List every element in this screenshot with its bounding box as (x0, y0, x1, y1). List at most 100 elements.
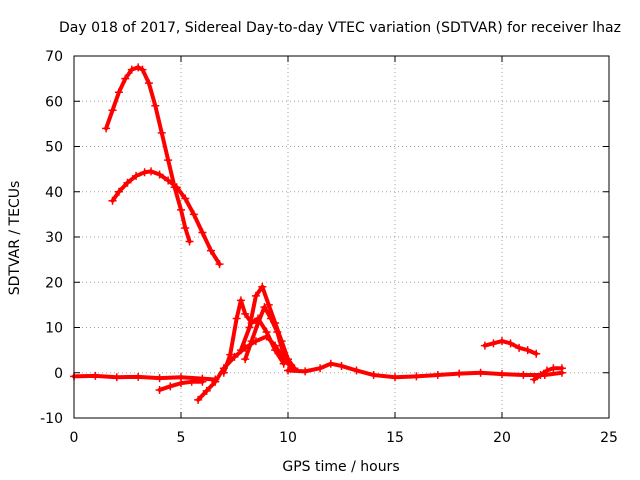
data-point (266, 314, 275, 323)
data-point (515, 343, 524, 352)
data-point (506, 339, 515, 348)
data-point (151, 101, 160, 110)
data-point (187, 377, 196, 386)
x-tick-label: 25 (600, 430, 618, 446)
data-point (337, 361, 346, 370)
data-point (536, 371, 545, 380)
data-point (232, 314, 241, 323)
x-axis-label: GPS time / hours (282, 459, 399, 475)
data-point (164, 176, 173, 185)
data-point (127, 65, 136, 74)
data-point (254, 318, 263, 327)
axis-ticks: 0 5 10 15 20 25 -10 0 10 20 30 40 50 60 70 (40, 49, 618, 446)
y-axis-label: SDTVAR / TECUs (7, 181, 23, 296)
series-line (243, 305, 295, 371)
data-point (164, 156, 173, 165)
data-point (215, 260, 224, 269)
series-line (110, 169, 222, 267)
data-point (480, 341, 489, 350)
y-tick-label: 60 (45, 94, 63, 110)
data-point (157, 128, 166, 137)
data-point (391, 373, 399, 382)
data-point (247, 337, 256, 346)
data-point (301, 367, 310, 376)
data-point (230, 352, 239, 361)
data-point (181, 194, 190, 203)
data-point (155, 374, 164, 383)
data-point (271, 346, 280, 355)
series-late-small (530, 364, 566, 384)
x-tick-label: 0 (70, 430, 79, 446)
data-point (177, 379, 185, 388)
series-spike-c (241, 303, 297, 373)
series-arc-mid-peak (108, 167, 224, 269)
data-point (166, 382, 175, 391)
data-point (279, 350, 288, 359)
data-point (121, 74, 130, 83)
data-point (476, 368, 485, 377)
data-point (198, 377, 207, 386)
x-tick-label: 5 (177, 430, 186, 446)
data-point (236, 296, 245, 305)
y-tick-label: 50 (45, 140, 63, 156)
data-point (91, 371, 100, 380)
data-point (273, 328, 282, 337)
data-point (189, 210, 198, 219)
data-point (114, 88, 123, 97)
series-arc-high-peak (102, 63, 194, 246)
data-point (123, 178, 132, 187)
data-point (262, 328, 271, 337)
data-point (326, 359, 335, 368)
data-point (132, 171, 141, 180)
data-point (114, 187, 123, 196)
data-point (185, 237, 194, 246)
data-point (194, 395, 203, 404)
y-tick-label: 40 (45, 185, 63, 201)
data-point (489, 339, 498, 348)
data-point (219, 368, 228, 377)
data-point (198, 228, 207, 237)
data-point (557, 364, 566, 373)
y-tick-label: 70 (45, 49, 63, 65)
series-line (221, 298, 286, 375)
data-point (369, 371, 378, 380)
data-point (264, 300, 273, 309)
data-point (241, 355, 250, 364)
data-point (498, 370, 506, 379)
data-point (316, 364, 325, 373)
grid-layer (74, 56, 609, 418)
y-tick-label: -10 (40, 411, 63, 427)
y-tick-label: 20 (45, 275, 63, 291)
data-point (144, 79, 153, 88)
data-point (134, 63, 143, 72)
data-point (211, 377, 220, 386)
data-point (455, 369, 464, 378)
data-point (226, 350, 235, 359)
data-point (147, 167, 156, 176)
data-point (260, 303, 269, 312)
data-point (108, 196, 117, 205)
data-point (177, 205, 185, 214)
series-baseline-day (284, 359, 566, 382)
series-dip-arc (155, 377, 207, 394)
data-point (542, 366, 551, 375)
y-tick-label: 10 (45, 321, 63, 337)
data-point (102, 124, 111, 133)
data-point (519, 371, 528, 380)
data-point (284, 366, 292, 375)
x-tick-label: 10 (279, 430, 297, 446)
data-point (138, 65, 147, 74)
series-line (286, 361, 564, 380)
data-point (140, 168, 149, 177)
data-point (236, 346, 245, 355)
data-point (241, 309, 250, 318)
data-point (155, 385, 164, 394)
data-point (172, 183, 181, 192)
y-tick-label: 30 (45, 230, 63, 246)
series-evening-hump (480, 337, 541, 358)
data-point (112, 373, 121, 382)
data-point (433, 371, 442, 380)
chart-title: Day 018 of 2017, Sidereal Day-to-day VTE… (59, 20, 621, 36)
data-point (530, 375, 539, 384)
data-point (134, 372, 143, 381)
